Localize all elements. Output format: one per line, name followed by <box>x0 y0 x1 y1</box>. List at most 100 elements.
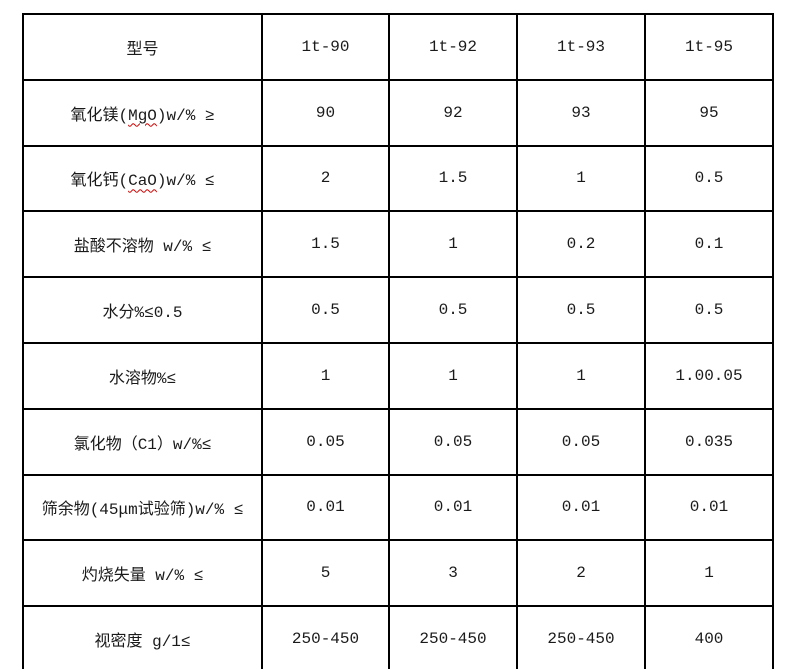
value-cell: 1 <box>644 539 774 608</box>
cell-text: 0.5 <box>566 301 596 320</box>
cell-text: 250-450 <box>419 630 487 649</box>
value-cell: 3 <box>388 539 518 608</box>
spec-table: 型号 1t-90 1t-92 1t-93 1t-95 氧化镁(MgO)w/% ≥ 90 92 9… <box>22 13 774 669</box>
cell-text: 0.05 <box>306 432 345 451</box>
cell-text: 1t-90 <box>301 37 350 56</box>
cell-text: 氧化钙( <box>70 172 129 191</box>
cell-text: 0.01 <box>306 498 345 517</box>
cell-text: 1t-92 <box>428 37 477 56</box>
cell-text: 90 <box>315 103 336 122</box>
cell-text: 0.1 <box>694 235 724 254</box>
value-cell: 250-450 <box>516 605 646 669</box>
row-label-cell: 水溶物%≤ <box>22 341 263 410</box>
row-label-cell: 氧化镁(MgO)w/% ≥ <box>22 78 263 147</box>
cell-text: 氧化镁( <box>70 106 129 125</box>
cell-text: )w/% ≤ <box>156 172 215 191</box>
cell-text: 0.05 <box>561 432 601 451</box>
corner-header-cell: 型号 <box>22 13 263 81</box>
cell-text: 93 <box>571 103 591 122</box>
value-cell: 0.1 <box>644 210 774 279</box>
value-cell: 250-450 <box>261 605 390 669</box>
row-label-cell: 氧化钙(CaO)w/% ≤ <box>22 144 263 213</box>
cell-text: 5 <box>320 564 331 583</box>
cell-text: 1 <box>576 366 586 385</box>
table-row: 视密度 g/1≤ 250-450 250-450 250-450 400 <box>22 605 774 669</box>
value-cell: 0.05 <box>261 407 390 476</box>
cell-text: 1 <box>448 366 458 385</box>
value-cell: 1.5 <box>261 210 390 279</box>
value-cell: 2 <box>261 144 390 213</box>
value-cell: 400 <box>644 605 774 669</box>
cell-text: 2 <box>320 169 331 188</box>
value-cell: 1.00.05 <box>644 341 774 410</box>
row-label-cell: 水分%≤0.5 <box>22 276 263 344</box>
value-cell: 90 <box>261 78 390 147</box>
cell-text: 1t-95 <box>684 37 733 56</box>
table-row: 灼烧失量 w/% ≤ 5 3 2 1 <box>22 539 774 608</box>
cell-text: 0.01 <box>689 498 729 517</box>
cell-text: 1t-93 <box>556 37 605 56</box>
cell-text: 灼烧失量 w/% ≤ <box>81 567 204 586</box>
value-cell: 2 <box>516 539 646 608</box>
cell-text: 0.035 <box>684 432 733 451</box>
cell-text: 0.5 <box>694 169 724 188</box>
row-label-cell: 筛余物(45μm试验筛)w/% ≤ <box>22 473 263 542</box>
table-row: 氯化物（C1）w/%≤ 0.05 0.05 0.05 0.035 <box>22 407 774 476</box>
row-label-cell: 视密度 g/1≤ <box>22 605 263 669</box>
value-cell: 250-450 <box>388 605 518 669</box>
table-row: 盐酸不溶物 w/% ≤ 1.5 1 0.2 0.1 <box>22 210 774 279</box>
table-row: 水溶物%≤ 1 1 1 1.00.05 <box>22 341 774 410</box>
cell-text: 0.5 <box>694 301 724 320</box>
cell-text: 视密度 g/1≤ <box>94 633 191 652</box>
column-header-cell: 1t-92 <box>388 13 518 81</box>
table-row: 筛余物(45μm试验筛)w/% ≤ 0.01 0.01 0.01 0.01 <box>22 473 774 542</box>
value-cell: 0.01 <box>516 473 646 542</box>
value-cell: 95 <box>644 78 774 147</box>
header-row: 型号 1t-90 1t-92 1t-93 1t-95 <box>22 13 774 81</box>
cell-text: 0.01 <box>433 498 473 517</box>
value-cell: 0.01 <box>261 473 390 542</box>
value-cell: 1 <box>516 341 646 410</box>
value-cell: 0.5 <box>644 144 774 213</box>
column-header-cell: 1t-93 <box>516 13 646 81</box>
cell-text: 0.2 <box>566 235 596 254</box>
cell-text: 95 <box>699 103 719 122</box>
value-cell: 0.01 <box>644 473 774 542</box>
value-cell: 1.5 <box>388 144 518 213</box>
cell-text: 1 <box>576 169 586 188</box>
cell-text: 250-450 <box>547 630 615 649</box>
value-cell: 1 <box>388 210 518 279</box>
spellcheck-underlined-text: CaO <box>128 172 157 191</box>
cell-text: 0.5 <box>438 301 468 320</box>
cell-text: 92 <box>443 103 463 122</box>
cell-text: 1 <box>704 564 714 583</box>
table-row: 氧化钙(CaO)w/% ≤ 2 1.5 1 0.5 <box>22 144 774 213</box>
cell-text: 型号 <box>126 40 159 59</box>
spec-table-body: 型号 1t-90 1t-92 1t-93 1t-95 氧化镁(MgO)w/% ≥ 90 92 9… <box>22 13 774 669</box>
cell-text: 盐酸不溶物 w/% ≤ <box>73 238 212 257</box>
row-label-cell: 灼烧失量 w/% ≤ <box>22 539 263 608</box>
value-cell: 0.05 <box>516 407 646 476</box>
table-row: 氧化镁(MgO)w/% ≥ 90 92 93 95 <box>22 78 774 147</box>
value-cell: 0.5 <box>388 276 518 344</box>
cell-text: 250-450 <box>291 630 360 649</box>
cell-text: )w/% ≥ <box>156 106 215 125</box>
column-header-cell: 1t-95 <box>644 13 774 81</box>
value-cell: 0.01 <box>388 473 518 542</box>
cell-text: 0.01 <box>561 498 601 517</box>
cell-text: 1.5 <box>438 169 468 188</box>
value-cell: 93 <box>516 78 646 147</box>
cell-text: 筛余物(45μm试验筛)w/% ≤ <box>41 501 244 520</box>
value-cell: 0.5 <box>261 276 390 344</box>
value-cell: 92 <box>388 78 518 147</box>
value-cell: 0.05 <box>388 407 518 476</box>
value-cell: 0.035 <box>644 407 774 476</box>
value-cell: 0.5 <box>516 276 646 344</box>
cell-text: 0.5 <box>311 301 340 320</box>
cell-text: 1 <box>320 366 331 385</box>
cell-text: 氯化物（C1）w/%≤ <box>73 435 212 454</box>
column-header-cell: 1t-90 <box>261 13 390 81</box>
row-label-cell: 盐酸不溶物 w/% ≤ <box>22 210 263 279</box>
cell-text: 水溶物%≤ <box>108 369 177 388</box>
